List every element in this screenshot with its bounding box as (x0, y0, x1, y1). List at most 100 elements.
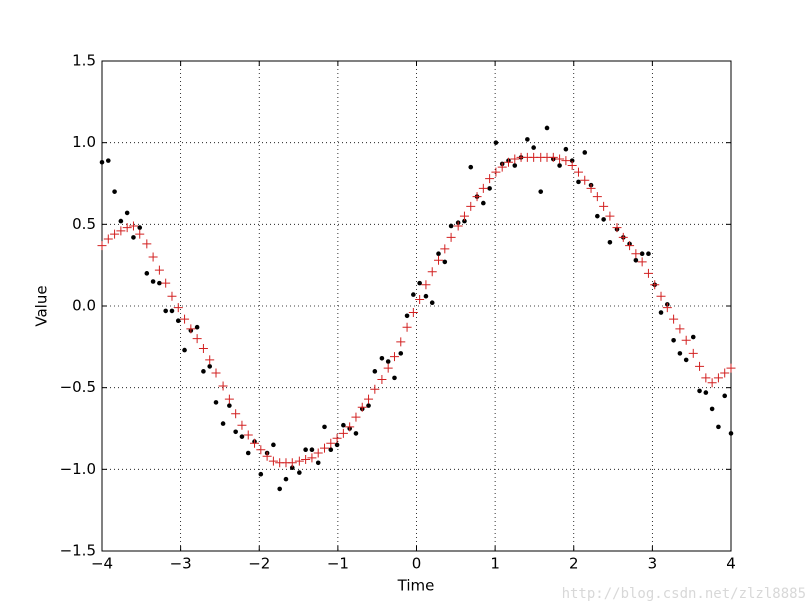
plus-marker (669, 314, 679, 324)
plus-marker (701, 373, 711, 383)
plus-marker (287, 458, 297, 468)
plus-marker (396, 337, 406, 347)
plus-marker (211, 368, 221, 378)
plus-marker (148, 252, 158, 262)
dot-marker (512, 163, 518, 168)
plus-marker (421, 280, 431, 290)
dot-marker (411, 292, 416, 297)
dot-marker (277, 486, 282, 492)
plus-marker (643, 268, 653, 278)
plus-marker (383, 363, 393, 373)
x-tick-label: 1 (490, 555, 500, 573)
plus-marker (307, 453, 317, 463)
plus-marker (262, 451, 272, 461)
x-tick-label: −4 (91, 555, 113, 573)
plus-marker (713, 373, 723, 383)
dot-marker (646, 251, 651, 257)
dot-marker (639, 251, 645, 257)
dot-marker (220, 421, 226, 426)
plus-marker (707, 378, 717, 388)
y-tick-label: −0.5 (60, 378, 96, 396)
dot-marker (315, 460, 321, 466)
dot-marker (697, 388, 702, 394)
plus-marker (135, 229, 145, 239)
plus-marker (256, 445, 266, 455)
plus-marker (408, 308, 418, 318)
plus-marker (440, 244, 450, 254)
plus-marker (650, 280, 660, 290)
dot-marker (144, 271, 150, 276)
plus-marker (186, 324, 196, 334)
dot-marker (703, 390, 709, 395)
dot-marker (417, 280, 422, 286)
dot-marker (544, 125, 550, 131)
dot-marker (379, 355, 385, 361)
plus-marker (192, 334, 202, 344)
plus-marker (656, 291, 666, 301)
dot-marker (468, 164, 474, 170)
dot-marker (607, 240, 613, 245)
plus-marker (446, 232, 456, 242)
dot-marker (328, 447, 334, 453)
dot-marker (728, 431, 734, 436)
plus-marker (573, 167, 583, 177)
plus-marker (427, 267, 437, 277)
dot-marker (182, 347, 187, 353)
dot-marker (525, 137, 530, 142)
dot-marker (531, 145, 536, 150)
plus-marker (198, 343, 208, 353)
dot-marker (105, 158, 111, 163)
plus-marker (485, 174, 495, 184)
plus-marker (224, 394, 234, 404)
dot-marker (366, 403, 371, 408)
plus-marker (154, 265, 164, 275)
plus-marker (167, 291, 177, 301)
plus-marker (548, 152, 558, 162)
dot-marker (595, 213, 600, 219)
plus-marker (555, 154, 565, 164)
dot-marker (297, 470, 302, 475)
plus-marker (326, 438, 336, 448)
dot-marker (671, 338, 676, 343)
y-tick-label: 0.5 (72, 215, 96, 233)
x-tick-label: 4 (726, 555, 736, 573)
plus-marker (338, 428, 348, 438)
dot-marker (258, 471, 264, 477)
dot-marker (569, 158, 575, 163)
dot-marker (271, 442, 276, 448)
plus-marker (662, 303, 672, 313)
plus-marker (459, 211, 469, 221)
plus-marker (491, 167, 501, 177)
plus-marker (237, 420, 247, 430)
dot-marker (227, 403, 232, 408)
plus-marker (161, 278, 171, 288)
plus-marker (345, 422, 355, 432)
dot-marker (423, 293, 429, 299)
plus-marker (580, 175, 590, 185)
dot-marker (283, 476, 289, 482)
x-tick-label: 0 (412, 555, 422, 573)
dot-marker (385, 359, 391, 364)
dot-marker (582, 150, 588, 155)
dot-marker (175, 318, 181, 324)
plus-marker (472, 192, 482, 202)
plus-marker (268, 456, 278, 466)
dot-marker (404, 313, 410, 319)
dot-marker (303, 447, 308, 453)
dot-marker (462, 218, 467, 224)
plus-marker (110, 229, 120, 239)
y-tick-label: 1.0 (72, 133, 96, 151)
dot-marker (341, 422, 346, 428)
plus-marker (294, 456, 304, 466)
dot-marker (137, 225, 143, 230)
plus-marker (681, 335, 691, 345)
dot-marker (442, 259, 448, 265)
plus-marker (116, 226, 126, 236)
plus-marker (313, 448, 323, 458)
plus-marker (357, 402, 367, 412)
dot-marker (493, 140, 499, 145)
plus-marker (605, 211, 615, 221)
dot-marker (658, 310, 664, 315)
x-tick-label: −1 (327, 555, 349, 573)
dot-marker (309, 447, 315, 453)
